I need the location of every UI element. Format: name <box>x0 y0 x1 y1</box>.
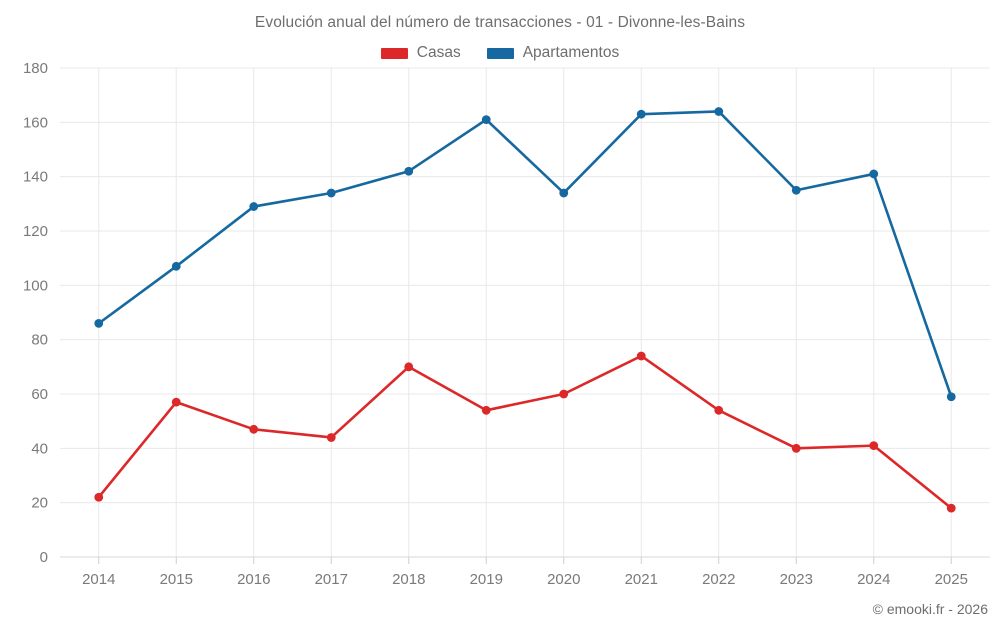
data-point-casas-2018[interactable] <box>404 362 414 372</box>
data-point-casas-2014[interactable] <box>94 492 104 502</box>
x-tick-label: 2014 <box>82 571 115 588</box>
data-point-apartamentos-2021[interactable] <box>636 109 646 119</box>
x-axis-tick-labels: 2014 2015 2016 2017 2018 2019 2020 2021 2022 2023… <box>82 571 968 588</box>
legend-item-casas[interactable]: Casas <box>380 44 461 62</box>
data-point-apartamentos-2017[interactable] <box>326 188 336 198</box>
x-tick-label: 2020 <box>547 571 580 588</box>
x-tick-label: 2017 <box>315 571 348 588</box>
data-series-layer <box>94 107 956 513</box>
x-tick-label: 2022 <box>702 571 735 588</box>
data-point-casas-2025[interactable] <box>946 503 956 513</box>
legend-label-casas: Casas <box>416 44 461 61</box>
legend-label-apartamentos: Apartamentos <box>522 44 620 61</box>
data-point-apartamentos-2014[interactable] <box>94 318 104 328</box>
y-tick-label: 140 <box>23 169 48 186</box>
data-point-apartamentos-2022[interactable] <box>714 107 724 116</box>
x-tick-label: 2024 <box>857 571 890 588</box>
data-point-casas-2023[interactable] <box>791 443 801 453</box>
data-point-apartamentos-2016[interactable] <box>249 202 259 211</box>
x-tick-label: 2015 <box>160 571 193 588</box>
x-tick-label: 2021 <box>625 571 658 588</box>
chart-legend: Casas Apartamentos <box>0 44 1000 62</box>
data-point-apartamentos-2018[interactable] <box>404 166 414 176</box>
data-point-casas-2024[interactable] <box>869 441 879 451</box>
data-point-apartamentos-2015[interactable] <box>171 261 181 271</box>
data-point-casas-2016[interactable] <box>249 424 259 434</box>
legend-swatch-casas <box>380 47 408 59</box>
x-tick-label: 2016 <box>237 571 270 588</box>
legend-item-apartamentos[interactable]: Apartamentos <box>486 44 620 62</box>
x-tick-label: 2023 <box>780 571 813 588</box>
y-tick-label: 60 <box>31 386 48 403</box>
y-tick-label: 80 <box>31 332 48 349</box>
y-tick-label: 180 <box>23 60 48 77</box>
data-point-casas-2020[interactable] <box>559 389 569 399</box>
data-point-casas-2021[interactable] <box>636 351 646 361</box>
y-tick-label: 120 <box>23 223 48 240</box>
data-point-apartamentos-2019[interactable] <box>481 115 491 125</box>
y-tick-label: 160 <box>23 114 48 131</box>
series-line-casas <box>97 354 953 510</box>
data-point-apartamentos-2020[interactable] <box>559 188 569 198</box>
data-point-apartamentos-2024[interactable] <box>869 169 879 179</box>
x-tick-label: 2025 <box>935 571 968 588</box>
data-point-casas-2015[interactable] <box>171 397 181 407</box>
y-axis-tick-labels: 0 20 40 60 80 100 120 140 160 180 <box>23 60 48 566</box>
grid-lines <box>60 67 990 558</box>
y-tick-label: 0 <box>40 549 48 566</box>
series-line-apartamentos <box>97 110 953 399</box>
legend-swatch-apartamentos <box>486 47 514 59</box>
y-tick-label: 100 <box>23 277 48 294</box>
copyright-credit: © emooki.fr - 2026 <box>872 601 988 617</box>
data-point-apartamentos-2023[interactable] <box>791 185 801 195</box>
data-point-casas-2019[interactable] <box>481 405 491 415</box>
y-tick-label: 40 <box>31 440 48 457</box>
y-tick-label: 20 <box>31 495 48 512</box>
data-point-casas-2017[interactable] <box>326 433 336 442</box>
axis-lines <box>60 556 990 564</box>
x-tick-label: 2018 <box>392 571 425 588</box>
data-point-casas-2022[interactable] <box>714 405 724 415</box>
data-point-apartamentos-2025[interactable] <box>946 392 956 402</box>
x-tick-label: 2019 <box>470 571 503 588</box>
chart-title: Evolución anual del número de transaccio… <box>254 14 746 31</box>
